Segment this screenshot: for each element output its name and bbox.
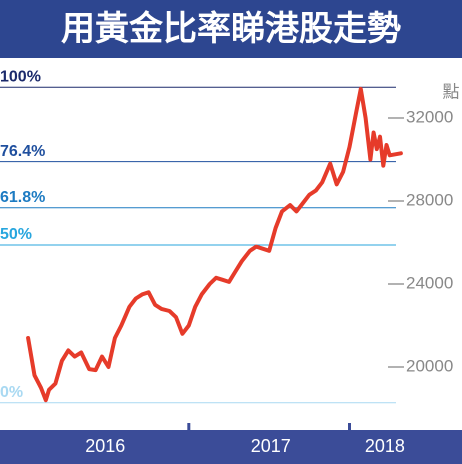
x-tick-label: 2017: [251, 436, 291, 456]
y-tick-label: 20000: [406, 356, 453, 375]
y-tick-label: 28000: [406, 190, 453, 209]
data-line: [26, 86, 403, 403]
x-tick-label: 2016: [85, 436, 125, 456]
x-axis-bar: [0, 430, 462, 464]
level-label: 76.4%: [0, 143, 45, 160]
level-label: 100%: [0, 68, 41, 85]
level-label: 61.8%: [0, 189, 45, 206]
chart-title: 用黃金比率睇港股走勢: [61, 9, 401, 48]
level-label: 0%: [0, 384, 23, 401]
x-tick-label: 2018: [365, 436, 405, 456]
y-tick-label: 24000: [406, 273, 453, 292]
title-banner: [0, 0, 462, 58]
y-axis-label: 點: [443, 82, 460, 101]
y-tick-label: 32000: [406, 107, 453, 126]
level-label: 50%: [0, 226, 32, 243]
